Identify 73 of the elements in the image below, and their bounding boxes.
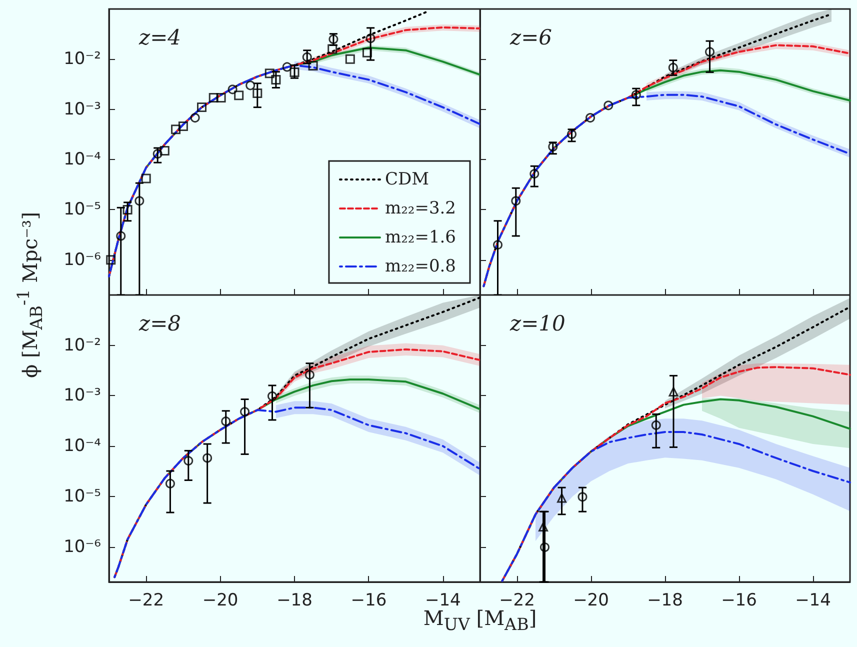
point: [631, 90, 641, 100]
point: [668, 62, 678, 72]
point: [264, 68, 274, 78]
x-tick-label: −14: [795, 590, 831, 610]
point: [106, 255, 116, 265]
point: [668, 386, 678, 396]
point: [221, 416, 231, 426]
point: [308, 60, 318, 70]
point: [290, 67, 300, 77]
point: [540, 542, 550, 552]
y-tick-label: 10⁻²: [64, 335, 101, 356]
y-tick-label: 10⁻⁴: [64, 150, 102, 170]
y-tick-label: 10⁻³: [64, 99, 101, 120]
point: [190, 113, 200, 123]
point: [178, 122, 188, 132]
legend-label: m₂₂=1.6: [384, 228, 456, 248]
point: [493, 240, 503, 250]
point: [302, 52, 312, 62]
point: [511, 196, 521, 206]
point: [586, 113, 596, 123]
point: [557, 493, 567, 503]
point: [651, 420, 661, 430]
point: [578, 492, 588, 502]
x-tick-label: −22: [128, 590, 164, 610]
point: [184, 456, 194, 466]
x-tick-label: −16: [721, 590, 757, 610]
point: [197, 102, 206, 112]
x-tick-label: −20: [573, 590, 609, 610]
point: [208, 93, 218, 103]
point: [171, 124, 181, 134]
point: [116, 231, 126, 241]
y-tick-label: 10⁻⁴: [64, 436, 102, 456]
y-tick-label: 10⁻²: [64, 49, 101, 70]
point: [328, 44, 338, 54]
legend-label: m₂₂=3.2: [384, 198, 456, 218]
legend-label: m₂₂=0.8: [384, 256, 456, 276]
point: [304, 370, 314, 380]
point: [268, 391, 277, 401]
point: [604, 100, 614, 110]
annotation: z=4: [138, 26, 182, 50]
point: [134, 196, 144, 206]
y-tick-label: 10⁻⁵: [64, 200, 101, 220]
point: [530, 169, 540, 179]
point: [152, 149, 162, 159]
point: [345, 54, 355, 64]
x-tick-label: −16: [350, 590, 387, 610]
point: [366, 34, 376, 44]
x-tick-label: −20: [202, 590, 238, 610]
point: [234, 90, 244, 100]
point: [141, 174, 151, 184]
point: [165, 478, 175, 488]
y-tick-label: 10⁻³: [64, 386, 101, 406]
point: [228, 84, 238, 94]
point: [160, 146, 170, 156]
y-tick-label: 10⁻⁶: [64, 250, 102, 270]
point: [271, 74, 281, 84]
point: [202, 453, 212, 463]
point: [216, 93, 226, 103]
point: [705, 47, 715, 57]
legend-label: CDM: [384, 170, 430, 190]
annotation: z=10: [509, 312, 566, 336]
point: [362, 48, 372, 58]
x-tick-label: −18: [276, 590, 312, 610]
annotation: z=6: [509, 26, 552, 50]
annotation: z=8: [138, 312, 182, 336]
point: [548, 142, 558, 152]
point: [122, 204, 132, 214]
point: [240, 407, 250, 417]
point: [252, 88, 262, 98]
point: [567, 129, 577, 139]
x-tick-label: −18: [647, 590, 683, 610]
y-tick-label: 10⁻⁵: [64, 486, 101, 506]
y-tick-label: 10⁻⁶: [64, 536, 102, 557]
